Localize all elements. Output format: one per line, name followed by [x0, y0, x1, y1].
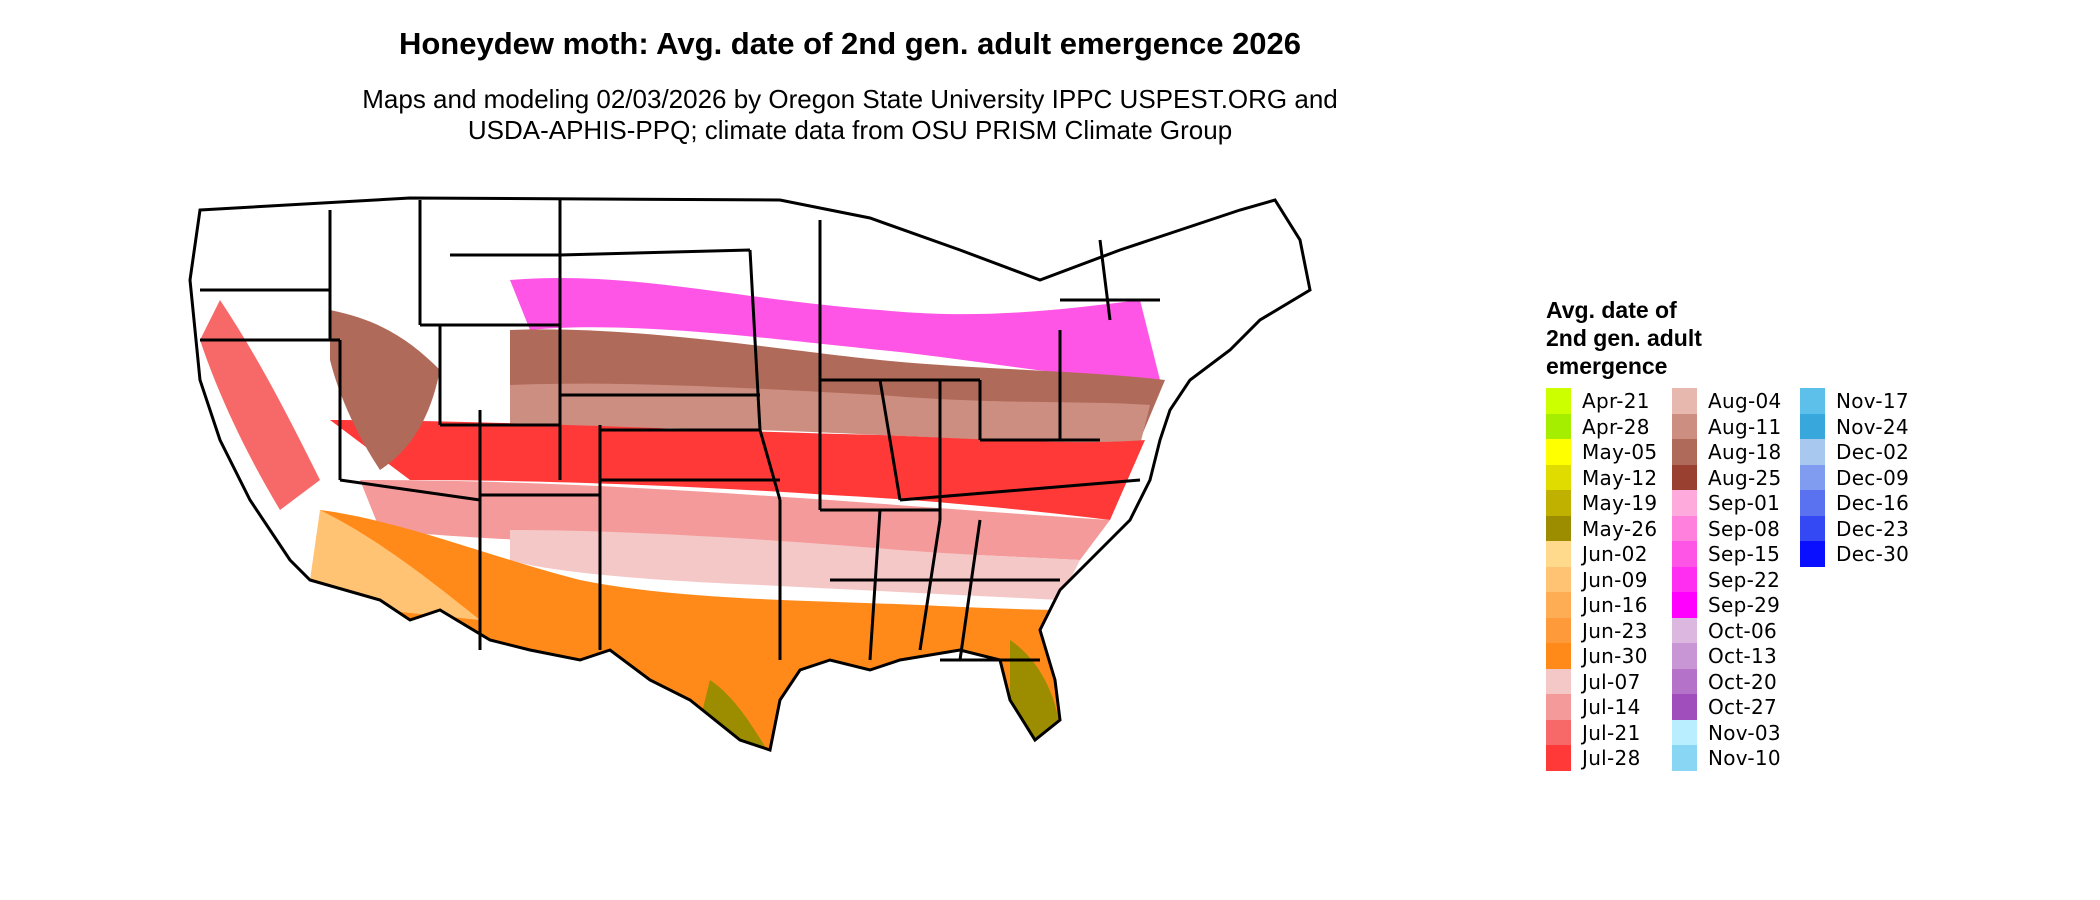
legend-swatch	[1546, 566, 1571, 592]
legend-title-line-1: Avg. date of	[1546, 297, 1677, 323]
legend-swatch	[1672, 719, 1697, 745]
map-subtitle: Maps and modeling 02/03/2026 by Oregon S…	[300, 84, 1400, 146]
emergence-zones	[190, 198, 1310, 750]
legend-label: Jul-07	[1582, 669, 1641, 694]
legend-label: Apr-21	[1582, 389, 1650, 413]
legend-label: Nov-17	[1836, 389, 1909, 413]
legend-swatch	[1546, 490, 1571, 516]
legend-label: Jun-30	[1582, 644, 1648, 668]
legend-swatch	[1672, 490, 1697, 516]
legend-label: Sep-08	[1708, 516, 1781, 541]
legend-swatch	[1672, 617, 1697, 643]
legend-label: Sep-22	[1708, 567, 1781, 592]
legend-swatch	[1546, 515, 1571, 541]
legend-swatch	[1672, 464, 1697, 490]
legend-swatch	[1546, 439, 1571, 465]
legend-label: Oct-13	[1708, 644, 1778, 668]
legend-swatch	[1546, 541, 1571, 567]
subtitle-line-2: USDA-APHIS-PPQ; climate data from OSU PR…	[467, 115, 1233, 145]
legend-swatch	[1546, 745, 1571, 771]
legend-swatch	[1672, 388, 1697, 414]
legend-label: Oct-06	[1708, 618, 1778, 643]
legend-title-line-2: 2nd gen. adult	[1546, 325, 1702, 351]
legend-label: Jun-02	[1582, 542, 1648, 566]
zone-aug-early	[510, 383, 1150, 445]
legend-label: Jul-21	[1582, 720, 1641, 745]
legend-label: May-12	[1582, 465, 1658, 490]
legend-label: Jun-09	[1582, 567, 1648, 592]
legend-label: Sep-29	[1708, 593, 1781, 617]
us-emergence-map	[188, 196, 1312, 752]
legend-swatch	[1546, 388, 1571, 414]
legend-label: Sep-15	[1708, 542, 1781, 566]
legend-label: Sep-01	[1708, 491, 1781, 515]
legend-swatch	[1800, 464, 1825, 490]
legend-label: Jun-16	[1582, 593, 1648, 617]
legend-swatch	[1546, 719, 1571, 745]
legend-swatch	[1672, 694, 1697, 720]
legend-label: Aug-25	[1708, 465, 1782, 490]
legend-swatch	[1800, 541, 1825, 567]
legend-swatch	[1546, 592, 1571, 618]
legend-label: Apr-28	[1582, 414, 1650, 439]
legend-swatch	[1800, 439, 1825, 465]
legend-label: May-19	[1582, 491, 1658, 515]
legend-swatch	[1800, 388, 1825, 414]
legend-swatch	[1800, 490, 1825, 516]
zone-west-mix	[200, 300, 320, 510]
legend-swatch	[1672, 515, 1697, 541]
legend-label: Jul-28	[1582, 746, 1641, 770]
zone-sep	[510, 277, 1160, 380]
legend-title: Avg. date of 2nd gen. adult emergence	[1546, 296, 1766, 380]
zone-west-aug	[330, 310, 440, 470]
legend-swatch	[1672, 541, 1697, 567]
legend-label: May-26	[1582, 516, 1658, 541]
legend-swatch	[1672, 439, 1697, 465]
legend-swatch	[1546, 643, 1571, 669]
zone-may-tx	[700, 680, 780, 750]
legend-label: Nov-10	[1708, 746, 1781, 770]
legend-label: Dec-16	[1836, 491, 1910, 515]
legend-label: Aug-18	[1708, 440, 1782, 464]
legend-label: Aug-11	[1708, 414, 1782, 439]
legend-label: May-05	[1582, 440, 1658, 464]
legend-swatch	[1546, 464, 1571, 490]
legend-swatch	[1546, 694, 1571, 720]
legend-label: Dec-09	[1836, 465, 1910, 490]
legend-swatch	[1672, 566, 1697, 592]
legend-swatch	[1672, 745, 1697, 771]
legend-label: Dec-30	[1836, 542, 1910, 566]
legend-title-line-3: emergence	[1546, 353, 1668, 379]
zone-jul-early	[510, 530, 1080, 600]
legend-swatch	[1800, 515, 1825, 541]
legend-swatch	[1672, 643, 1697, 669]
legend-swatch	[1672, 668, 1697, 694]
state-boundaries	[188, 196, 1312, 752]
legend-swatch	[1672, 592, 1697, 618]
legend-swatch	[1672, 413, 1697, 439]
legend-label: Jun-23	[1582, 618, 1648, 643]
legend-label: Jul-14	[1582, 695, 1641, 719]
legend-label: Nov-24	[1836, 414, 1909, 439]
legend-swatch	[1800, 413, 1825, 439]
legend-label: Nov-03	[1708, 720, 1781, 745]
legend-swatch	[1546, 617, 1571, 643]
legend-swatch	[1546, 413, 1571, 439]
legend-label: Dec-23	[1836, 516, 1910, 541]
map-title: Honeydew moth: Avg. date of 2nd gen. adu…	[398, 26, 1302, 61]
legend-label: Oct-20	[1708, 669, 1778, 694]
legend-label: Aug-04	[1708, 389, 1782, 413]
legend-swatch	[1546, 668, 1571, 694]
legend-label: Oct-27	[1708, 695, 1778, 719]
subtitle-line-1: Maps and modeling 02/03/2026 by Oregon S…	[362, 84, 1338, 114]
legend-label: Dec-02	[1836, 440, 1910, 464]
